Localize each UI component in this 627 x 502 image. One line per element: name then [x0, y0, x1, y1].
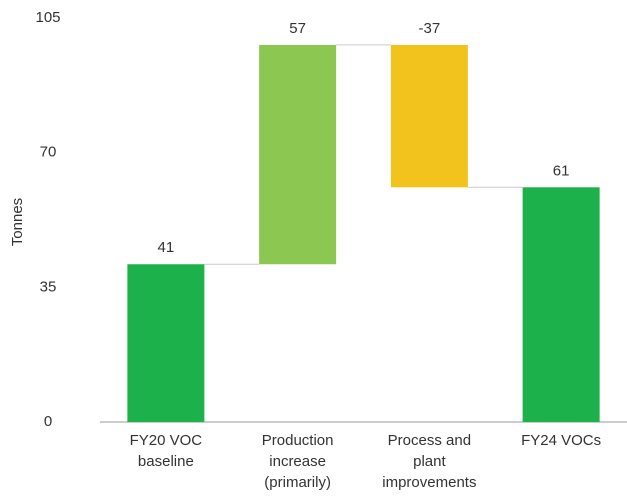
- bar: [259, 44, 337, 265]
- bar: [522, 187, 600, 422]
- value-label: 57: [289, 20, 306, 37]
- value-label: 61: [553, 162, 570, 179]
- y-tick-label: 70: [40, 144, 57, 161]
- y-tick-label: 0: [44, 413, 52, 430]
- x-tick-label: Process and plant improvements: [382, 432, 477, 491]
- value-label: 41: [158, 239, 175, 256]
- value-label: -37: [419, 20, 441, 37]
- x-tick-label: FY20 VOC baseline: [129, 432, 203, 470]
- y-tick-label: 35: [40, 278, 57, 295]
- y-axis-label: Tonnes: [9, 198, 26, 246]
- x-tick-label: Production increase (primarily): [261, 432, 334, 491]
- bar: [390, 44, 468, 188]
- y-tick-label: 105: [35, 9, 60, 26]
- x-tick-label: FY24 VOCs: [521, 432, 602, 449]
- bar: [127, 264, 205, 422]
